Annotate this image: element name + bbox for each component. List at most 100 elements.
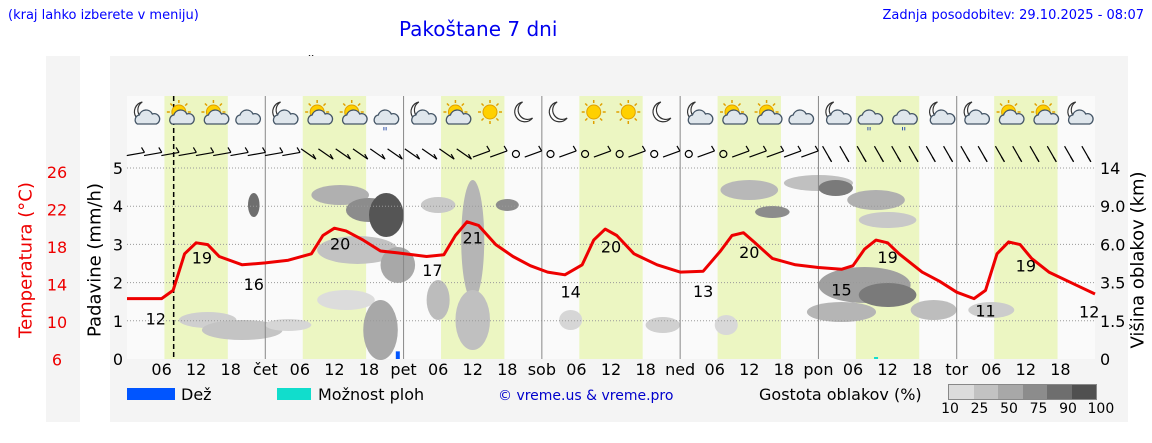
sun-cloud-icon [305,100,334,125]
scale-swatch-10 [949,385,974,399]
wind-barb [1046,145,1057,163]
temperature-labels: 12 19 16 20 17 21 14 20 13 20 15 19 11 19 12 [146,229,1100,329]
x-tick: tor [945,360,968,379]
wind-barb [1064,145,1075,163]
cloud-blob [755,206,790,218]
precipitation-bars [395,351,879,359]
moon-cloud-icon [963,101,990,125]
cloud-blob [714,315,738,335]
wind-barb [1081,145,1092,163]
cloud-blob [720,180,779,200]
wind-barb [628,145,646,158]
wind-barb [650,149,659,159]
scale-swatch-75 [1022,385,1047,399]
wind-barb [615,149,624,159]
cloud-blob [369,193,404,237]
scale-number: 50 [1000,401,1018,417]
wind-barb [178,147,197,157]
wind-barb [213,147,232,157]
x-tick: ned [665,360,695,379]
x-tick: 06 [843,360,863,379]
temperature-label: 20 [330,235,350,254]
moon-cloud-icon [272,101,299,125]
temperature-label: 16 [244,275,264,294]
cloud-density-scale [948,384,1097,400]
temperature-label: 19 [1016,256,1036,275]
copyright-link[interactable]: © vreme.us & vreme.pro [498,388,674,404]
scale-swatch-25 [973,385,998,399]
cloud-blob [968,302,1015,318]
x-tick: 06 [981,360,1001,379]
cloud-height-tick: 9.0 [1100,197,1125,216]
cloud-height-tick: 3.5 [1100,274,1125,293]
sun-icon [478,100,502,124]
wind-barb [511,149,521,159]
cloud-blob [806,302,877,322]
cloud-icon [235,109,261,125]
scale-number: 75 [1029,401,1048,417]
cloud-rain-icon: " [373,109,400,139]
x-tick: 12 [739,360,759,379]
temperature-label: 12 [1079,302,1099,321]
wind-barb [472,145,491,158]
moon-cloud-icon [1067,101,1094,125]
wind-barb [335,148,351,160]
temp-tick: 18 [47,238,67,257]
wind-barb [766,145,785,158]
wind-barb [822,145,833,163]
temperature-line [127,220,1096,301]
temperature-series [127,220,1096,301]
daylight-bands [164,96,1058,359]
scale-swatch-90 [1047,385,1072,399]
wind-barb [369,148,386,160]
page-title: Pakoštane 7 dni [399,17,558,41]
cloud-blob [317,290,375,310]
precip-tick: 5 [113,159,123,178]
wind-barb [925,145,936,163]
x-tick: 06 [566,360,586,379]
moon-icon [548,101,568,123]
sun-cloud-icon [339,100,368,125]
scale-swatch-50 [998,385,1023,399]
region-hint[interactable]: (kraj lahko izberete v meniju) [8,8,199,23]
weather-icons: " " " [133,100,1094,139]
x-tick: 18 [774,360,794,379]
cloud-rain-icon: " [892,109,918,139]
grid-lines [127,96,1095,359]
scale-swatch-100 [1071,385,1096,399]
temp-tick: 26 [47,163,67,182]
x-tick: 12 [1016,360,1036,379]
cloud-density-label: Gostota oblakov (%) [759,385,922,404]
temp-tick: 6 [52,351,62,370]
wind-barb [247,147,267,157]
svg-text:": " [382,125,388,139]
cloud-blob [248,193,260,217]
wind-barb [126,147,146,157]
svg-text:": " [901,125,907,139]
cloud-height-tick: 0 [1100,350,1110,369]
moon-icon [652,101,672,123]
temperature-label: 11 [975,301,995,320]
x-tick: 06 [428,360,448,379]
wind-barb [684,149,693,159]
cloud-blob [858,283,917,307]
precip-bar [395,351,400,359]
cloud-blob [645,317,681,333]
wind-barb [404,148,421,160]
temperature-label: 19 [192,249,212,268]
wind-barb [195,147,215,157]
wind-barb [593,145,612,158]
temp-tick: 10 [47,313,67,332]
cloud-blob [847,190,905,210]
temperature-label: 14 [560,282,580,301]
temperature-label: 20 [601,237,621,256]
legend-rain-label: Dež [181,385,212,404]
scale-number: 10 [941,401,959,417]
wind-barb [749,145,767,158]
wind-barb [908,145,919,163]
wind-barb [546,149,555,159]
cloud-blob [559,310,583,330]
scale-number: 25 [970,401,989,417]
wind-barb [559,145,577,158]
